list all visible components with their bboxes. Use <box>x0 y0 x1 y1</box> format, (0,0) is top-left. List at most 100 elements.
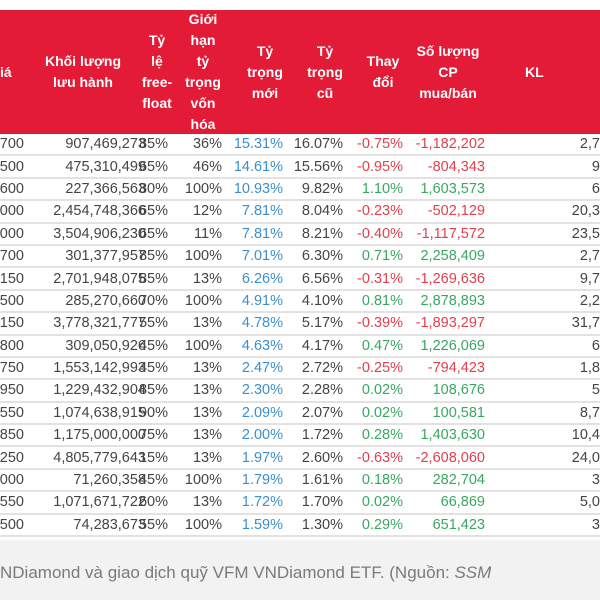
cell-shares-buy-sell: -1,182,202 <box>403 136 485 152</box>
cell-value: 2.60% <box>301 449 343 466</box>
cell-value: 45% <box>138 360 168 377</box>
cell-old-weight: 2.72% <box>283 360 343 376</box>
cell-value: 0.47% <box>361 337 403 354</box>
cell-old-weight: 4.10% <box>283 293 343 309</box>
table-row: 000 2,454,748,366 65% 12% 7.81% 8.04% -0.23% -5… <box>0 201 600 224</box>
header-outstanding-volume: Khối lượng lưu hành <box>44 53 122 90</box>
cell-cap-limit: 12% <box>168 203 222 219</box>
cell-price: 500 <box>0 293 24 309</box>
cell-old-weight: 15.56% <box>283 159 343 175</box>
cell-new-weight: 2.47% <box>222 360 283 376</box>
cell-value: 16.07% <box>293 136 343 153</box>
cell-kl: 6 <box>485 181 600 197</box>
cell-kl: 6 <box>485 338 600 354</box>
cell-change: -0.75% <box>343 136 403 152</box>
cell-value: 100% <box>184 248 222 265</box>
cell-value: 150 <box>0 315 24 332</box>
cell-price: 550 <box>0 405 24 421</box>
cell-change: 0.71% <box>343 248 403 264</box>
cell-value: 150 <box>0 270 24 287</box>
cell-outstanding-volume: 3,504,906,230 <box>24 226 146 242</box>
cell-value: 85% <box>138 270 168 287</box>
cell-value: 13% <box>192 427 222 444</box>
cell-value: 46% <box>192 158 222 175</box>
table-body: 700 907,469,273 85% 36% 15.31% 16.07% -0.75% -1… <box>0 134 600 538</box>
table-row: 850 1,175,000,000 75% 13% 2.00% 1.72% 0.28% 1,4… <box>0 425 600 448</box>
cell-value: 500 <box>0 158 24 175</box>
cell-value: 55% <box>138 315 168 332</box>
cell-value: -0.95% <box>357 158 403 175</box>
cell-value: 7.81% <box>241 203 283 220</box>
cell-old-weight: 6.56% <box>283 271 343 287</box>
cell-price: 700 <box>0 248 24 264</box>
cell-value: 85% <box>138 248 168 265</box>
cell-shares-buy-sell: -2,608,060 <box>403 450 485 466</box>
cell-value: 2,258,409 <box>420 248 485 265</box>
cell-value: 2.07% <box>301 404 343 421</box>
cell-value: 90% <box>138 404 168 421</box>
cell-value: 3 <box>591 516 600 533</box>
cell-outstanding-volume: 1,229,432,904 <box>24 382 146 398</box>
cell-value: 85% <box>138 382 168 399</box>
cell-kl: 5 <box>485 382 600 398</box>
cell-value: 0.81% <box>361 292 403 309</box>
cell-value: 6.26% <box>241 270 283 287</box>
cell-value: -0.40% <box>357 225 403 242</box>
cell-value: 1.61% <box>301 472 343 489</box>
cell-new-weight: 1.72% <box>222 494 283 510</box>
cell-value: 550 <box>0 494 24 511</box>
header-new-weight: Tỷ trọng mới <box>247 42 283 101</box>
cell-value: -0.39% <box>357 315 403 332</box>
cell-kl: 9 <box>485 159 600 175</box>
cell-shares-buy-sell: 66,869 <box>403 494 485 510</box>
cell-value: 000 <box>0 203 24 220</box>
cell-new-weight: 2.09% <box>222 405 283 421</box>
cell-value: 20,3 <box>571 203 600 220</box>
cell-price: 600 <box>0 181 24 197</box>
cell-value: -794,423 <box>427 360 485 377</box>
cell-kl: 3 <box>485 517 600 533</box>
cell-value: 9 <box>591 158 600 175</box>
cell-value: 100% <box>184 516 222 533</box>
cell-value: -0.23% <box>357 203 403 220</box>
cell-value: 108,676 <box>432 382 485 399</box>
cell-cap-limit: 46% <box>168 159 222 175</box>
cell-outstanding-volume: 227,366,563 <box>24 181 146 197</box>
cell-old-weight: 1.30% <box>283 517 343 533</box>
cell-old-weight: 16.07% <box>283 136 343 152</box>
cell-change: -0.23% <box>343 203 403 219</box>
cell-value: 13% <box>192 494 222 511</box>
cell-value: 2,7 <box>579 136 600 153</box>
header-change: Thay đổi <box>366 53 400 90</box>
cell-change: -0.95% <box>343 159 403 175</box>
cell-value: 55% <box>138 516 168 533</box>
cell-value: 0.02% <box>361 404 403 421</box>
cell-value: 282,704 <box>432 472 485 489</box>
cell-change: 0.29% <box>343 517 403 533</box>
caption-main: NDiamond và giao dịch quỹ VFM VNDiamond … <box>0 563 455 582</box>
caption-source: SSM <box>454 563 492 582</box>
cell-shares-buy-sell: 1,226,069 <box>403 338 485 354</box>
cell-free-float: 45% <box>139 360 168 376</box>
cell-value: 7.01% <box>241 248 283 265</box>
cell-new-weight: 7.81% <box>222 203 283 219</box>
cell-value: 65% <box>138 158 168 175</box>
cell-outstanding-volume: 907,469,273 <box>24 136 146 152</box>
cell-cap-limit: 100% <box>168 181 222 197</box>
cell-price: 250 <box>0 450 24 466</box>
cell-change: 0.02% <box>343 405 403 421</box>
cell-new-weight: 1.59% <box>222 517 283 533</box>
cell-value: 1.59% <box>241 516 283 533</box>
cell-value: 12% <box>192 203 222 220</box>
cell-value: 11% <box>194 225 222 242</box>
cell-value: 60% <box>138 494 168 511</box>
cell-change: 0.18% <box>343 472 403 488</box>
cell-outstanding-volume: 3,778,321,777 <box>24 315 146 331</box>
cell-value: 100% <box>184 180 222 197</box>
cell-value: 6 <box>591 180 600 197</box>
table-row: 000 71,260,358 45% 100% 1.79% 1.61% 0.18% 282,7… <box>0 470 600 493</box>
cell-value: 15.31% <box>233 136 283 153</box>
cell-value: 24,0 <box>571 449 600 466</box>
cell-outstanding-volume: 2,701,948,075 <box>24 271 146 287</box>
cell-old-weight: 2.28% <box>283 382 343 398</box>
